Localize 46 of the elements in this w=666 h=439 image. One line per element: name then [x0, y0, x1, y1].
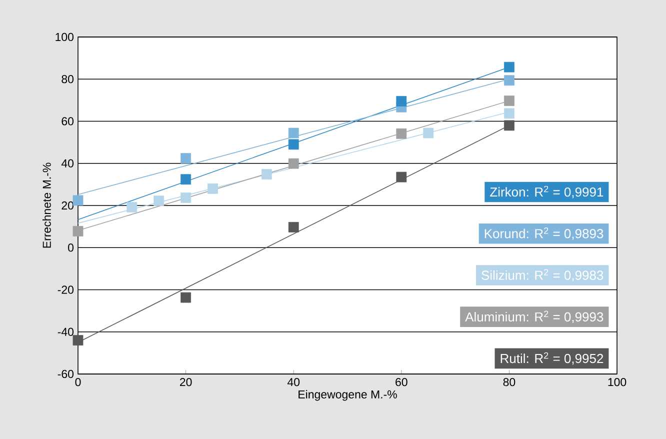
x-tick-label: 60	[396, 378, 408, 386]
y-tick-label: 80	[62, 75, 74, 84]
y-tick-label: -20	[58, 286, 74, 294]
y-tick-label: 20	[62, 201, 74, 210]
point	[72, 335, 84, 346]
point	[208, 183, 218, 194]
point	[261, 169, 272, 180]
point	[288, 158, 299, 169]
point	[180, 292, 192, 303]
x-tick-label: 0	[75, 378, 81, 386]
point	[72, 195, 84, 206]
point	[288, 128, 299, 138]
point	[504, 62, 514, 72]
y-tick-label: 100	[56, 32, 74, 42]
point	[423, 128, 434, 138]
point	[154, 196, 164, 206]
text: Silizium: R$^{2}$ = 0,9983	[482, 269, 604, 282]
y-tick-label: -40	[58, 328, 74, 336]
point	[72, 226, 84, 236]
y-tick-label: -60	[58, 370, 74, 378]
x-tick-label: 40	[287, 378, 300, 386]
point	[396, 128, 407, 139]
point	[396, 172, 407, 182]
x-tick-label: 80	[503, 378, 516, 386]
point	[180, 192, 192, 203]
point	[180, 174, 192, 185]
text: Korund: R$^{2}$ = 0,9893	[484, 227, 604, 240]
x-tick-label: 20	[180, 378, 192, 386]
point	[504, 108, 514, 119]
point	[504, 96, 514, 106]
y-tick-label: 0	[68, 244, 74, 252]
point	[126, 202, 138, 212]
x-tick-label: 100	[608, 378, 626, 386]
point	[288, 139, 299, 150]
point	[180, 153, 192, 164]
text: Zirkon: R$^{2}$ = 0,9991	[490, 186, 604, 198]
y-tick-label: 40	[61, 159, 74, 168]
x-axis-title: Eingewogene M.-%	[298, 390, 397, 401]
point	[504, 120, 514, 131]
y-tick-label: 60	[62, 117, 74, 126]
text: Aluminium: R$^{2}$ = 0,9993	[465, 310, 604, 324]
y-axis-title: Errechnete M.-%	[42, 162, 51, 248]
point	[288, 222, 299, 232]
point	[396, 96, 407, 106]
text: Rutil: R$^{2}$ = 0,9952	[500, 352, 604, 365]
point	[504, 75, 514, 86]
